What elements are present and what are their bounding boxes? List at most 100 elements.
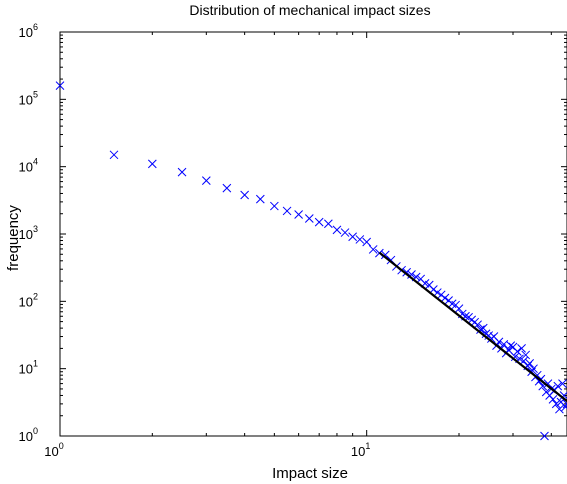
data-point-stroke bbox=[454, 304, 464, 313]
data-point-stroke bbox=[543, 379, 553, 388]
data-point-stroke bbox=[314, 217, 324, 227]
data-point bbox=[551, 399, 561, 409]
data-point-stroke bbox=[513, 347, 522, 356]
data-point bbox=[368, 245, 378, 254]
data-point-stroke bbox=[402, 267, 411, 277]
data-point bbox=[355, 235, 365, 244]
data-point bbox=[332, 225, 342, 235]
data-point-stroke bbox=[447, 299, 457, 309]
data-point-stroke bbox=[478, 323, 488, 333]
data-point bbox=[314, 217, 324, 227]
data-point bbox=[525, 358, 535, 368]
data-point-stroke bbox=[440, 293, 450, 303]
data-point-stroke bbox=[525, 358, 535, 368]
data-point-stroke bbox=[270, 201, 279, 211]
data-point bbox=[454, 304, 464, 313]
data-point-stroke bbox=[562, 399, 567, 405]
y-tick-exponent: 0 bbox=[33, 426, 38, 436]
data-point bbox=[521, 350, 531, 360]
data-point-stroke bbox=[499, 339, 509, 349]
data-point bbox=[499, 339, 509, 349]
data-point bbox=[510, 352, 520, 362]
data-point bbox=[558, 379, 567, 388]
y-tick-exponent: 4 bbox=[33, 157, 38, 167]
data-point bbox=[147, 159, 157, 169]
data-point bbox=[222, 183, 232, 193]
data-point-stroke bbox=[362, 237, 372, 247]
data-point-stroke bbox=[481, 329, 491, 339]
data-point bbox=[553, 381, 563, 391]
x-axis-label: Impact size bbox=[272, 465, 348, 482]
data-point bbox=[540, 431, 549, 441]
data-point bbox=[304, 214, 314, 223]
data-point bbox=[348, 232, 357, 242]
data-point-stroke bbox=[551, 399, 561, 409]
data-point-stroke bbox=[255, 194, 265, 204]
data-point bbox=[282, 206, 292, 216]
data-point-stroke bbox=[340, 228, 350, 237]
data-point bbox=[324, 219, 333, 229]
data-point-stroke bbox=[548, 395, 558, 404]
data-point bbox=[476, 325, 485, 334]
data-point bbox=[201, 176, 211, 185]
data-point bbox=[548, 395, 558, 404]
data-point-stroke bbox=[555, 404, 564, 414]
data-point bbox=[240, 190, 249, 200]
data-point-stroke bbox=[510, 352, 520, 362]
data-point-stroke bbox=[240, 190, 249, 200]
data-point-stroke bbox=[324, 219, 333, 229]
data-markers bbox=[55, 81, 567, 441]
data-point-stroke bbox=[282, 206, 292, 216]
x-tick-exponent: 1 bbox=[365, 441, 370, 451]
data-point bbox=[294, 210, 303, 219]
y-tick-exponent: 3 bbox=[33, 224, 38, 234]
data-point bbox=[109, 150, 119, 160]
data-point-stroke bbox=[506, 341, 516, 350]
data-point-stroke bbox=[561, 404, 567, 412]
data-point bbox=[255, 194, 265, 204]
x-tick-exponent: 0 bbox=[59, 441, 64, 451]
data-point-stroke bbox=[489, 332, 499, 341]
data-point bbox=[362, 237, 372, 247]
data-point-stroke bbox=[177, 167, 187, 177]
data-point-stroke bbox=[386, 255, 396, 265]
fit-line-group bbox=[378, 251, 567, 402]
data-point-stroke bbox=[109, 150, 119, 160]
data-point bbox=[517, 344, 526, 353]
data-point bbox=[506, 341, 516, 350]
data-point-stroke bbox=[553, 381, 563, 391]
y-tick-exponent: 2 bbox=[33, 291, 38, 301]
data-point-stroke bbox=[517, 344, 526, 353]
data-point-stroke bbox=[521, 350, 531, 360]
data-point-stroke bbox=[355, 235, 365, 244]
data-point-stroke bbox=[476, 325, 485, 334]
data-point-stroke bbox=[332, 225, 342, 235]
data-point-stroke bbox=[558, 379, 567, 388]
data-point-stroke bbox=[147, 159, 157, 169]
data-point bbox=[440, 293, 450, 303]
data-point-stroke bbox=[294, 210, 303, 219]
data-point bbox=[55, 81, 65, 90]
y-tick-exponent: 6 bbox=[33, 22, 38, 32]
data-point-stroke bbox=[201, 176, 211, 185]
y-axis-label: frequency bbox=[5, 205, 22, 271]
data-point-stroke bbox=[562, 403, 567, 409]
data-point-stroke bbox=[380, 250, 390, 260]
chart-title: Distribution of mechanical impact sizes bbox=[189, 2, 430, 18]
y-tick-exponent: 5 bbox=[33, 89, 38, 99]
data-point-stroke bbox=[508, 342, 518, 352]
data-point-stroke bbox=[222, 183, 232, 193]
data-point-stroke bbox=[348, 232, 357, 242]
data-point-stroke bbox=[368, 245, 378, 254]
data-point bbox=[513, 347, 522, 356]
y-tick-exponent: 1 bbox=[33, 359, 38, 369]
data-point bbox=[561, 402, 567, 412]
data-point bbox=[340, 228, 350, 237]
data-point-stroke bbox=[416, 274, 426, 284]
data-point-stroke bbox=[540, 431, 549, 441]
data-point bbox=[562, 399, 567, 409]
data-point bbox=[270, 201, 279, 211]
data-point bbox=[478, 323, 488, 333]
